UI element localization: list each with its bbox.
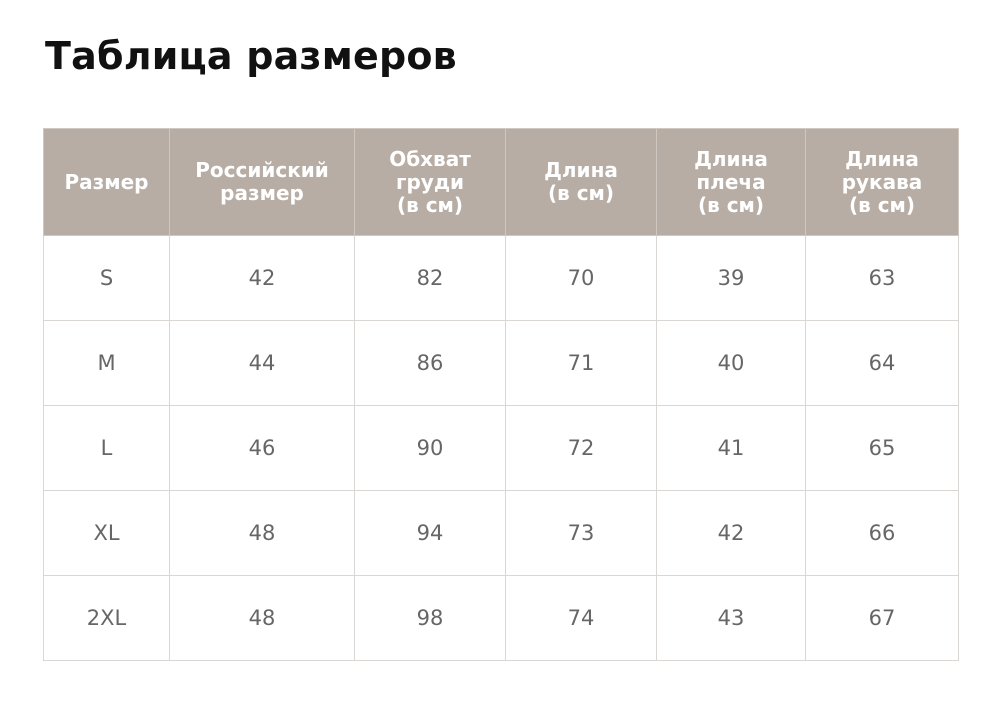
value-cell: 66 (805, 490, 959, 576)
table-row: 2XL 48 98 74 43 67 (43, 575, 959, 661)
value-cell: 94 (354, 490, 506, 576)
value-cell: 70 (505, 235, 657, 321)
value-cell: 46 (169, 405, 355, 491)
header-line: Обхват (389, 146, 471, 171)
header-line: Длина (845, 146, 919, 171)
header-line: размер (220, 181, 304, 205)
value-cell: 48 (169, 575, 355, 661)
value-cell: 40 (656, 320, 806, 406)
value-cell: 67 (805, 575, 959, 661)
size-cell: M (43, 320, 170, 406)
value-cell: 41 (656, 405, 806, 491)
size-cell: S (43, 235, 170, 321)
header-line: груди (396, 169, 464, 194)
header-cell: Длина (в см) (505, 128, 657, 236)
size-cell: 2XL (43, 575, 170, 661)
header-line: Размер (64, 169, 149, 194)
value-cell: 42 (169, 235, 355, 321)
header-line: (в см) (697, 192, 765, 217)
header-line: рукава (841, 169, 923, 194)
size-table: Размер Российский размер Обхват груди (в см) Д… (43, 128, 959, 661)
header-line: (в см) (396, 192, 464, 217)
table-row: M 44 86 71 40 64 (43, 320, 959, 406)
header-row: Размер Российский размер Обхват груди (в см) Д… (43, 128, 959, 236)
value-cell: 71 (505, 320, 657, 406)
size-cell: L (43, 405, 170, 491)
value-cell: 74 (505, 575, 657, 661)
value-cell: 42 (656, 490, 806, 576)
value-cell: 82 (354, 235, 506, 321)
value-cell: 63 (805, 235, 959, 321)
size-cell: XL (43, 490, 170, 576)
value-cell: 65 (805, 405, 959, 491)
value-cell: 39 (656, 235, 806, 321)
header-cell: Длина рукава (в см) (805, 128, 959, 236)
header-line: Длина (694, 146, 768, 171)
value-cell: 44 (169, 320, 355, 406)
value-cell: 43 (656, 575, 806, 661)
header-line: (в см) (547, 181, 615, 205)
table-row: XL 48 94 73 42 66 (43, 490, 959, 576)
header-line: (в см) (848, 192, 916, 217)
value-cell: 73 (505, 490, 657, 576)
header-cell: Российский размер (169, 128, 355, 236)
header-line: Российский (195, 158, 329, 182)
value-cell: 48 (169, 490, 355, 576)
table-row: S 42 82 70 39 63 (43, 235, 959, 321)
table-body: S 42 82 70 39 63 M 44 86 71 40 64 L 46 90 72 41 65 XL 48 94 7… (43, 235, 959, 661)
header-cell: Обхват груди (в см) (354, 128, 506, 236)
table-row: L 46 90 72 41 65 (43, 405, 959, 491)
table-header: Размер Российский размер Обхват груди (в см) Д… (43, 128, 959, 236)
value-cell: 64 (805, 320, 959, 406)
value-cell: 86 (354, 320, 506, 406)
header-cell: Размер (43, 128, 170, 236)
value-cell: 90 (354, 405, 506, 491)
page-title: Таблица размеров (45, 34, 457, 78)
value-cell: 98 (354, 575, 506, 661)
header-line: плеча (696, 169, 766, 194)
value-cell: 72 (505, 405, 657, 491)
header-cell: Длина плеча (в см) (656, 128, 806, 236)
header-line: Длина (544, 158, 618, 182)
